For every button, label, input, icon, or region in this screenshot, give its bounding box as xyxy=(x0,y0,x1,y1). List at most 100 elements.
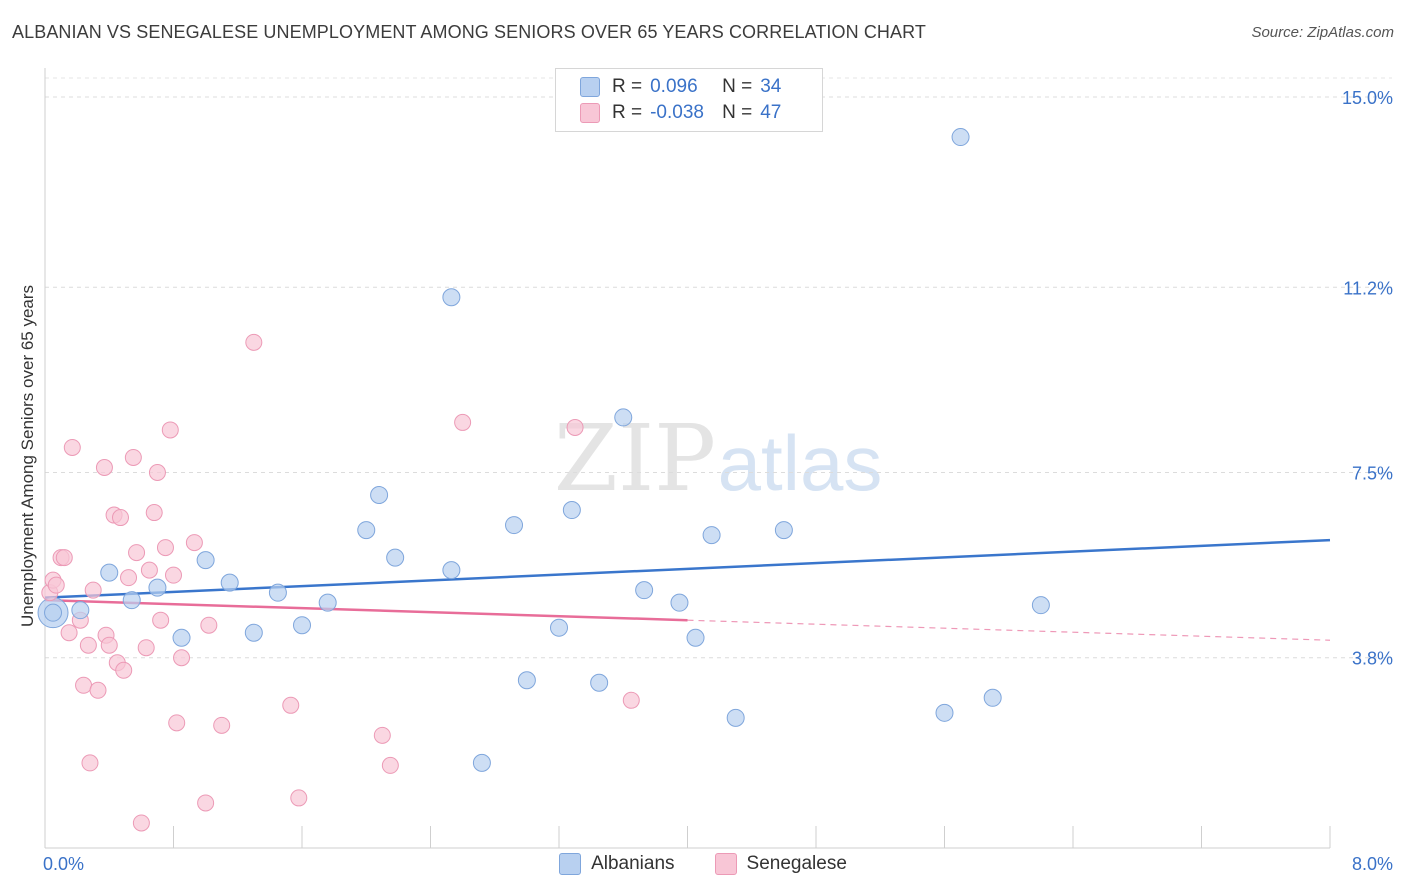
x-tick-label-1: 8.0% xyxy=(1352,854,1393,874)
point-albanians-5 xyxy=(172,628,191,647)
point-albanians-8 xyxy=(244,623,263,642)
point-albanians-32 xyxy=(983,688,1002,707)
legend-n-value: 34 xyxy=(760,76,782,97)
trend-line-albanians xyxy=(44,538,1331,599)
point-albanians-3 xyxy=(122,591,141,610)
point-albanians-23 xyxy=(614,408,633,427)
legend-r-label: R = xyxy=(612,76,643,97)
point-senegalese-34 xyxy=(185,534,203,552)
point-senegalese-2 xyxy=(47,576,65,594)
watermark: ZIP atlas xyxy=(554,405,882,512)
legend-r-value: -0.038 xyxy=(650,102,704,123)
chart-title: ALBANIAN VS SENEGALESE UNEMPLOYMENT AMON… xyxy=(12,22,927,42)
legend-r-value: 0.096 xyxy=(650,76,698,97)
point-senegalese-31 xyxy=(165,566,182,584)
point-albanians-31 xyxy=(951,128,970,147)
point-senegalese-18 xyxy=(111,509,129,527)
point-senegalese-33 xyxy=(173,649,191,667)
point-senegalese-6 xyxy=(63,438,81,456)
legend-swatch-senegalese xyxy=(714,853,737,875)
point-albanians-27 xyxy=(702,526,721,545)
point-senegalese-11 xyxy=(84,581,102,599)
legend-n-label: N = xyxy=(722,76,753,97)
y-tick-label-2: 11.2% xyxy=(1343,278,1393,298)
point-albanians-2 xyxy=(100,563,119,582)
point-albanians-0 xyxy=(44,603,63,622)
point-senegalese-13 xyxy=(95,458,113,476)
legend-n-label: N = xyxy=(722,102,753,123)
point-senegalese-43 xyxy=(454,413,472,431)
legend-r-label: R = xyxy=(612,102,643,123)
point-senegalese-38 xyxy=(245,333,263,351)
point-albanians-16 xyxy=(442,561,461,580)
legend-swatch-albanians xyxy=(580,77,600,97)
point-albanians-18 xyxy=(505,516,524,535)
point-albanians-21 xyxy=(562,501,581,520)
point-senegalese-22 xyxy=(128,544,146,562)
point-senegalese-5 xyxy=(60,624,78,642)
point-senegalese-24 xyxy=(137,639,155,657)
point-senegalese-21 xyxy=(124,448,142,466)
point-senegalese-41 xyxy=(373,726,391,744)
point-senegalese-32 xyxy=(168,714,186,732)
legend-row-albanians: R = 0.096 N = 34 xyxy=(580,75,781,99)
point-albanians-29 xyxy=(774,521,793,540)
data-points xyxy=(37,128,1050,832)
point-senegalese-20 xyxy=(120,569,138,587)
point-albanians-30 xyxy=(935,703,954,722)
watermark-atlas: atlas xyxy=(718,419,883,507)
legend-row-senegalese: R = -0.038 N = 47 xyxy=(580,101,781,125)
point-senegalese-36 xyxy=(200,616,218,634)
point-senegalese-9 xyxy=(79,636,97,654)
y-axis-label: Unemployment Among Seniors over 65 years xyxy=(18,284,37,628)
source-label: Source: ZipAtlas.com xyxy=(1251,24,1394,41)
point-senegalese-19 xyxy=(115,661,133,679)
point-senegalese-27 xyxy=(148,464,166,481)
point-albanians-9 xyxy=(268,583,287,602)
point-albanians-17 xyxy=(472,753,491,772)
point-albanians-12 xyxy=(357,521,376,540)
point-albanians-26 xyxy=(686,628,705,647)
point-senegalese-8 xyxy=(75,676,93,694)
point-senegalese-29 xyxy=(156,539,174,557)
legend-label-albanians: Albanians xyxy=(591,853,675,874)
legend-n-value: 47 xyxy=(760,102,782,123)
point-albanians-6 xyxy=(196,551,215,570)
legend-swatch-senegalese xyxy=(580,103,600,123)
y-tick-label-0: 3.8% xyxy=(1352,649,1393,669)
point-senegalese-30 xyxy=(161,421,179,439)
legend-swatch-albanians xyxy=(559,853,582,875)
point-senegalese-26 xyxy=(145,504,163,522)
point-albanians-24 xyxy=(635,581,654,600)
tick-labels: 3.8% 7.5% 11.2% 15.0% 0.0% 8.0% xyxy=(43,88,1393,874)
point-senegalese-37 xyxy=(213,716,231,734)
point-albanians-11 xyxy=(318,593,337,612)
point-senegalese-4 xyxy=(55,549,73,567)
point-albanians-22 xyxy=(590,673,609,692)
legend-item-senegalese: Senegalese xyxy=(714,853,847,875)
point-senegalese-10 xyxy=(81,754,99,772)
point-albanians-15 xyxy=(442,288,461,307)
point-albanians-33 xyxy=(1031,596,1050,615)
point-albanians-10 xyxy=(293,616,311,635)
point-albanians-13 xyxy=(370,486,389,505)
legend-item-albanians: Albanians xyxy=(559,853,675,875)
trend-lines xyxy=(44,538,1331,641)
correlation-legend: R = 0.096 N = 34 R = -0.038 N = 47 xyxy=(555,68,823,132)
point-albanians-7 xyxy=(220,573,239,592)
point-senegalese-45 xyxy=(622,691,640,709)
point-senegalese-12 xyxy=(89,681,107,699)
point-senegalese-25 xyxy=(140,561,158,579)
grid xyxy=(45,77,1392,659)
axes xyxy=(44,68,1331,849)
point-senegalese-44 xyxy=(566,418,584,436)
trend-line-senegalese xyxy=(44,598,688,622)
legend-label-senegalese: Senegalese xyxy=(746,853,847,874)
y-tick-label-3: 15.0% xyxy=(1342,88,1393,108)
series-legend: Albanians Senegalese xyxy=(0,852,1406,876)
point-senegalese-23 xyxy=(132,814,150,832)
point-albanians-4 xyxy=(148,578,167,597)
y-tick-label-1: 7.5% xyxy=(1352,464,1393,484)
point-albanians-28 xyxy=(726,708,745,727)
